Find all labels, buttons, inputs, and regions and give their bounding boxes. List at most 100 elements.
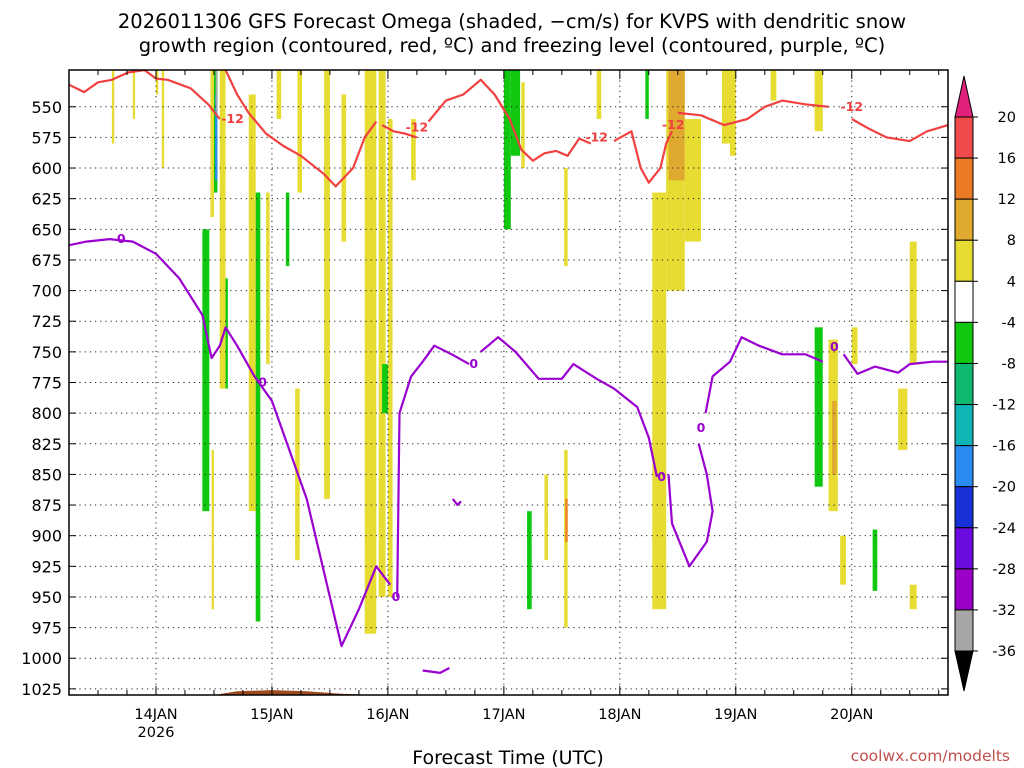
- omega-cell-26: [503, 70, 511, 230]
- x-tick-label-2: 16JAN: [366, 707, 409, 723]
- omega-cell-44: [814, 327, 823, 487]
- plot-area: -12 -12 -12 -12 -12 0 0 0 0 0 0 0 550 575 600 625 650 675…: [21, 69, 949, 741]
- contour-1-segment-1: [396, 344, 470, 598]
- plot-inner: -12 -12 -12 -12 -12 0 0 0 0 0 0 0: [69, 70, 948, 695]
- omega-cell-11: [225, 278, 228, 389]
- omega-cell-7: [215, 94, 218, 181]
- contour-0-segment-2: [381, 124, 418, 139]
- x-tick-label-6: 20JAN: [830, 707, 873, 723]
- contour-1-label-3: 0: [469, 356, 478, 371]
- colorbar: 20 16 12 8 4 -4 -8 -12 -16 -20 -24 -28 -32 -36: [954, 75, 1016, 692]
- x-tick-label-1: 15JAN: [250, 707, 293, 723]
- colorbar-bottom-arrow: [954, 650, 974, 692]
- colorbar-bin-7: [954, 404, 974, 447]
- omega-cell-43: [814, 70, 823, 132]
- contour-1-label-1: 0: [258, 375, 267, 390]
- colorbar-label-1: 16: [998, 151, 1016, 167]
- omega-cell-27: [510, 70, 521, 156]
- colorbar-bin-5: [954, 321, 974, 364]
- contour-1-label-4: 0: [657, 469, 666, 484]
- omega-cell-41: [729, 70, 736, 156]
- y-tick-label-18: 1000: [21, 649, 62, 668]
- omega-cell-8: [215, 70, 218, 113]
- contour-1-label-5: 0: [697, 420, 706, 435]
- omega-cell-2: [155, 70, 159, 95]
- colorbar-bin-2: [954, 198, 974, 241]
- omega-cell-25: [411, 119, 416, 181]
- x-axis-label: Forecast Time (UTC): [412, 747, 603, 768]
- y-tick-label-7: 725: [31, 312, 62, 331]
- omega-cell-33: [565, 498, 568, 542]
- chart-title-line-2: growth region (contoured, red, ºC) and f…: [139, 34, 886, 57]
- x-tick-label-5: 19JAN: [714, 707, 757, 723]
- credit-text: coolwx.com/modelts: [851, 747, 1010, 765]
- x-tick-label-0: 14JAN: [134, 707, 177, 723]
- y-tick-label-11: 825: [31, 435, 62, 454]
- contour-0-segment-0: [69, 70, 221, 120]
- y-tick-label-12: 850: [31, 465, 62, 484]
- contour-1-label-0: 0: [117, 231, 126, 246]
- omega-cell-50: [898, 388, 908, 450]
- colorbar-bin-10: [954, 527, 974, 570]
- y-tick-label-3: 625: [31, 190, 62, 209]
- y-tick-label-14: 900: [31, 527, 62, 546]
- colorbar-bin-9: [954, 486, 974, 529]
- omega-cell-15: [276, 70, 282, 120]
- y-tick-label-8: 750: [31, 343, 62, 362]
- colorbar-label-12: -32: [992, 603, 1016, 619]
- colorbar-label-4: 4: [1007, 274, 1016, 290]
- x-tick-sublabel-0: 2026: [138, 725, 175, 741]
- colorbar-bin-6: [954, 362, 974, 406]
- omega-cell-52: [909, 241, 917, 365]
- colorbar-bin-11: [954, 568, 974, 611]
- colorbar-label-3: 8: [1007, 233, 1016, 249]
- colorbar-bin-12: [954, 609, 974, 652]
- omega-cell-13: [255, 192, 261, 622]
- y-tick-label-5: 675: [31, 251, 62, 270]
- y-tick-label-13: 875: [31, 496, 62, 515]
- omega-cell-21: [364, 70, 377, 634]
- contour-1-label-6: 0: [830, 339, 839, 354]
- x-tick-label-3: 17JAN: [482, 707, 525, 723]
- omega-cell-10: [219, 70, 226, 389]
- omega-cell-20: [341, 94, 347, 242]
- contour-1-segment-3: [667, 443, 714, 568]
- y-tick-label-16: 950: [31, 588, 62, 607]
- omega-cell-35: [645, 70, 649, 120]
- terrain-fill: [179, 690, 620, 695]
- omega-cell-30: [544, 474, 548, 561]
- contour-0-label-4: -12: [840, 99, 863, 114]
- omega-cell-48: [851, 327, 858, 365]
- omega-cell-46: [832, 400, 837, 475]
- omega-cell-14: [266, 192, 270, 365]
- omega-cell-29: [527, 511, 532, 610]
- contour-1-segment-2: [479, 336, 658, 478]
- colorbar-bin-1: [954, 157, 974, 200]
- contour-1-segment-0: [69, 238, 392, 648]
- contour-1-segment-4: [704, 336, 824, 414]
- colorbar-bin-8: [954, 445, 974, 488]
- contour-0-segment-5: [677, 99, 829, 127]
- omega-cell-38: [668, 70, 685, 181]
- omega-cell-49: [872, 529, 878, 591]
- y-tick-label-4: 650: [31, 220, 62, 239]
- omega-cell-12: [248, 94, 256, 512]
- omega-cell-36: [652, 192, 667, 610]
- contour-1-label-2: 0: [392, 589, 401, 604]
- omega-cell-31: [564, 168, 568, 267]
- contour-0-label-0: -12: [221, 111, 244, 126]
- contour-0-label-2: -12: [585, 129, 608, 144]
- colorbar-label-6: -8: [1002, 356, 1016, 372]
- y-tick-label-2: 600: [31, 159, 62, 178]
- colorbar-bin-3: [954, 239, 974, 282]
- colorbar-label-11: -28: [992, 562, 1016, 578]
- colorbar-bin-0: [954, 116, 974, 159]
- y-tick-label-1: 575: [31, 128, 62, 147]
- omega-cell-9: [211, 449, 214, 610]
- contour-0-label-1: -12: [406, 120, 429, 135]
- omega-cell-0: [111, 70, 115, 144]
- omega-cell-40: [721, 70, 730, 144]
- y-tick-label-10: 800: [31, 404, 62, 423]
- colorbar-label-13: -36: [992, 644, 1016, 660]
- chart-title-line-1: 2026011306 GFS Forecast Omega (shaded, −…: [118, 10, 906, 33]
